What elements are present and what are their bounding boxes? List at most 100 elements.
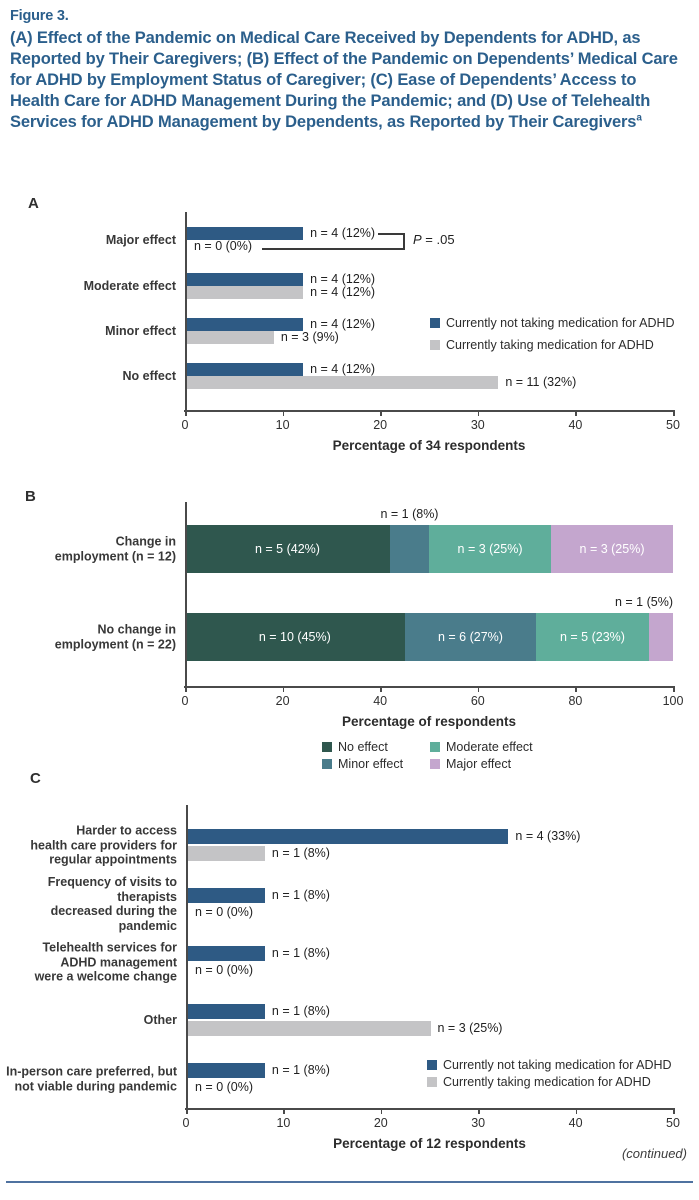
x-axis-tick-label: 80 (568, 694, 583, 708)
bar-segment (187, 888, 265, 903)
x-axis-tick-label: 20 (373, 418, 388, 432)
legend-swatch-icon (322, 742, 332, 752)
x-axis-tick-label: 30 (471, 1116, 486, 1130)
bar-value-label: n = 0 (0%) (194, 239, 253, 253)
x-axis-tick (380, 686, 382, 692)
segment-value-label-outside: n = 1 (8%) (380, 507, 439, 521)
category-label: Other (143, 1012, 177, 1027)
bar-value-label: n = 3 (9%) (280, 330, 339, 344)
p-bracket-vertical (403, 233, 405, 250)
x-axis-title: Percentage of 12 respondents (333, 1136, 526, 1151)
bar-segment (187, 946, 265, 961)
x-axis-tick-label: 40 (568, 418, 583, 432)
x-axis-tick-label: 50 (666, 1116, 680, 1130)
legend-item: No effect (322, 740, 388, 754)
legend-item: Minor effect (322, 757, 403, 771)
bar-value-label: n = 4 (12%) (310, 226, 376, 240)
bar-segment (186, 363, 304, 376)
chart-panel-c: C Harder to access health care providers … (0, 765, 699, 1165)
legend-item: Currently taking medication for ADHD (430, 338, 654, 352)
x-axis-tick-label: 0 (182, 1116, 190, 1130)
bar-value-label: n = 1 (8%) (271, 888, 330, 902)
legend-swatch-icon (430, 742, 440, 752)
bar-segment (187, 1063, 265, 1078)
category-label: Moderate effect (83, 278, 176, 293)
legend-label: Major effect (446, 757, 512, 771)
segment-value-label: n = 3 (25%) (579, 542, 645, 556)
bar-value-label: n = 1 (8%) (271, 1063, 330, 1077)
bar-segment (186, 331, 274, 344)
legend-swatch-icon (430, 318, 440, 328)
stacked-bar-segment (536, 613, 649, 661)
bar-value-label: n = 3 (25%) (437, 1021, 503, 1035)
bar-segment (186, 273, 304, 286)
x-axis-tick (185, 686, 187, 692)
panel-letter-b: B (25, 488, 36, 505)
bar-value-label: n = 4 (12%) (310, 317, 376, 331)
x-axis-tick-label: 50 (666, 418, 680, 432)
y-axis-line (185, 502, 187, 687)
category-label: No effect (122, 368, 176, 383)
x-axis-tick-label: 10 (275, 418, 290, 432)
stacked-bar-segment (551, 525, 673, 573)
x-axis-title: Percentage of 34 respondents (332, 438, 526, 453)
continued-note: (continued) (621, 1146, 687, 1161)
x-axis-tick (477, 410, 480, 416)
legend-label: Currently taking medication for ADHD (446, 338, 654, 352)
x-axis-tick (477, 686, 480, 692)
legend-swatch-icon (430, 340, 440, 350)
stacked-bar-segment (648, 613, 673, 661)
segment-value-label: n = 10 (45%) (258, 630, 331, 644)
bar-value-label: n = 0 (0%) (195, 1080, 254, 1094)
legend-label: Moderate effect (446, 740, 533, 754)
legend-item: Moderate effect (430, 740, 533, 754)
category-label: Minor effect (105, 323, 176, 338)
x-axis-tick-label: 100 (662, 694, 684, 708)
x-axis-tick (380, 1108, 383, 1114)
p-symbol: P (413, 232, 422, 247)
legend-label: Currently not taking medication for ADHD (446, 316, 675, 330)
x-axis-tick-label: 0 (181, 694, 189, 708)
stacked-bar-segment (429, 525, 551, 573)
bar-value-label: n = 11 (32%) (505, 375, 577, 389)
bar-value-label: n = 4 (12%) (310, 362, 376, 376)
x-axis-tick (283, 1108, 285, 1114)
legend-swatch-icon (427, 1077, 437, 1087)
category-label: Frequency of visits to therapists decrea… (47, 875, 177, 933)
panel-letter-c: C (30, 770, 41, 787)
figure-label: Figure 3. (10, 8, 69, 24)
legend-item: Major effect (430, 757, 511, 771)
bar-value-label: n = 4 (33%) (515, 829, 581, 843)
x-axis-tick-label: 20 (275, 694, 290, 708)
bar-segment (186, 227, 304, 240)
stacked-bar-segment (185, 525, 390, 573)
x-axis-tick-label: 40 (373, 694, 388, 708)
x-axis-tick-label: 0 (181, 418, 189, 432)
category-label: In-person care preferred, but not viable… (6, 1064, 177, 1094)
y-axis-line (185, 212, 187, 411)
chart-panel-b: B Change in employment (n = 12) n = 5 (42%… (0, 480, 699, 780)
x-axis-line (184, 410, 674, 412)
segment-value-label-outside: n = 1 (5%) (614, 595, 673, 609)
bottom-rule (6, 1181, 693, 1183)
x-axis-title: Percentage of respondents (341, 714, 517, 729)
segment-value-label: n = 5 (42%) (254, 542, 320, 556)
bar-value-label: n = 4 (12%) (310, 285, 376, 299)
category-label: Change in employment (n = 12) (54, 534, 176, 564)
bar-value-label: n = 0 (0%) (195, 905, 254, 919)
chart-panel-a: A Major effect n = 4 (12%) n = 0 (0%) Modera… (0, 190, 699, 470)
x-axis-tick-label: 20 (373, 1116, 388, 1130)
x-axis-tick (575, 686, 577, 692)
legend-label: Currently not taking medication for ADHD (443, 1058, 672, 1072)
segment-value-label: n = 5 (23%) (559, 630, 625, 644)
segment-value-label: n = 3 (25%) (457, 542, 523, 556)
bar-value-label: n = 0 (0%) (195, 963, 254, 977)
legend-label: Currently taking medication for ADHD (443, 1075, 651, 1089)
bar-segment (187, 846, 265, 861)
bar-value-label: n = 1 (8%) (271, 846, 330, 860)
legend-swatch-icon (427, 1060, 437, 1070)
x-axis-tick-label: 10 (276, 1116, 291, 1130)
bar-segment (187, 1021, 431, 1036)
x-axis-tick-label: 40 (568, 1116, 583, 1130)
x-axis-tick (575, 410, 577, 416)
